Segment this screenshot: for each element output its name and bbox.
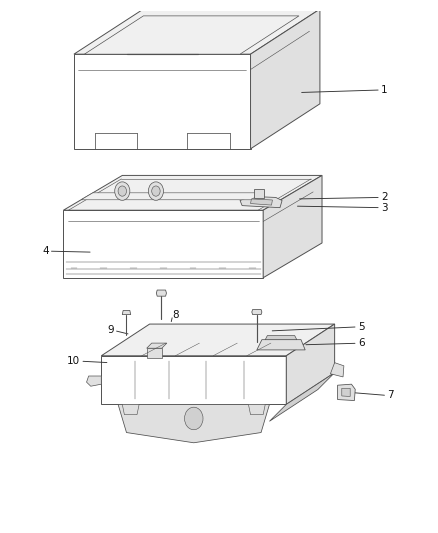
Polygon shape (64, 175, 322, 210)
Text: 3: 3 (381, 203, 388, 213)
Circle shape (148, 182, 163, 200)
Polygon shape (252, 310, 262, 314)
Polygon shape (156, 290, 166, 296)
Circle shape (152, 186, 160, 196)
Text: 9: 9 (107, 326, 114, 335)
Polygon shape (122, 311, 131, 314)
Polygon shape (330, 362, 344, 377)
Polygon shape (254, 189, 264, 198)
Polygon shape (269, 373, 335, 421)
Text: 4: 4 (42, 246, 49, 256)
Polygon shape (263, 175, 322, 278)
Text: 10: 10 (67, 356, 80, 366)
Polygon shape (101, 356, 286, 405)
Polygon shape (251, 9, 320, 149)
Polygon shape (81, 193, 263, 200)
Polygon shape (147, 348, 162, 358)
Polygon shape (101, 324, 335, 356)
Circle shape (118, 186, 127, 196)
Polygon shape (342, 388, 350, 397)
Polygon shape (265, 336, 297, 340)
Polygon shape (240, 196, 282, 208)
Polygon shape (74, 54, 251, 149)
Circle shape (115, 182, 130, 200)
Polygon shape (87, 376, 101, 386)
Polygon shape (85, 16, 299, 54)
Polygon shape (74, 9, 320, 54)
Text: 6: 6 (358, 338, 364, 348)
Polygon shape (118, 405, 269, 443)
Polygon shape (64, 210, 263, 278)
Text: 2: 2 (381, 192, 388, 203)
Text: 1: 1 (381, 85, 388, 95)
Text: 8: 8 (173, 310, 180, 320)
Circle shape (184, 407, 203, 430)
Polygon shape (251, 199, 272, 205)
Polygon shape (338, 384, 355, 401)
Polygon shape (286, 324, 335, 405)
Polygon shape (122, 405, 139, 415)
Polygon shape (248, 405, 265, 415)
Text: 7: 7 (387, 391, 394, 400)
Polygon shape (147, 343, 167, 348)
Polygon shape (257, 340, 305, 350)
Text: 5: 5 (358, 322, 364, 332)
